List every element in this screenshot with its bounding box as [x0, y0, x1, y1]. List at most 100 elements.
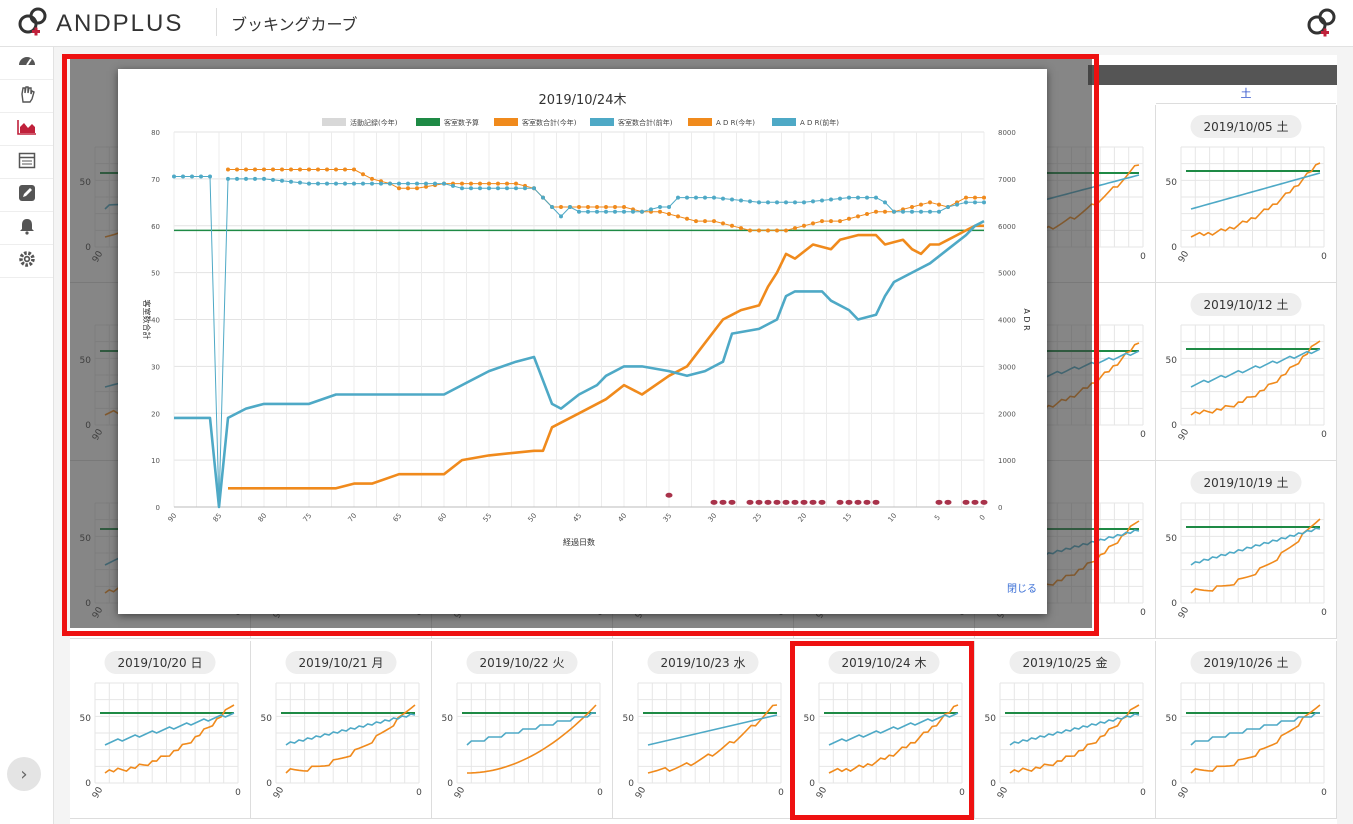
mini-x-tick: 90	[634, 785, 649, 800]
series-marker	[460, 181, 464, 186]
mini-x-tick: 0	[1140, 608, 1146, 618]
cell-date-label: 2019/10/26 土	[1190, 651, 1302, 674]
series-marker	[370, 181, 374, 186]
series-marker	[973, 195, 977, 200]
series-marker	[487, 181, 491, 186]
calendar-cell[interactable]: 2019/10/21 月 50 0 90 0	[251, 641, 432, 819]
mini-y-tick: 50	[623, 714, 635, 724]
x-tick-label: 25	[752, 512, 764, 524]
brand[interactable]: ANDPLUS	[18, 6, 183, 42]
user-menu-logo-icon[interactable]	[1307, 7, 1337, 43]
x-tick-label: 60	[437, 512, 449, 524]
series-marker	[478, 186, 482, 191]
mini-x-tick: 90	[91, 785, 106, 800]
series-marker	[847, 216, 851, 221]
edit-icon	[18, 184, 36, 206]
calendar-cell[interactable]: 2019/10/23 水 50 0 90 0	[613, 641, 794, 819]
sidebar: ›	[0, 47, 54, 824]
mini-this-year-line	[1190, 340, 1321, 416]
series-marker	[334, 181, 338, 186]
series-marker	[685, 195, 689, 200]
series-marker	[793, 200, 797, 205]
series-marker	[505, 186, 509, 191]
series-marker	[820, 219, 824, 224]
mini-x-tick: 90	[815, 785, 830, 800]
legend-swatch	[416, 118, 440, 126]
series-marker	[640, 209, 644, 214]
series-marker	[937, 209, 941, 214]
series-marker	[298, 180, 302, 185]
series-marker	[775, 228, 779, 233]
calendar-cell[interactable]: 2019/10/25 金 50 0 90 0	[975, 641, 1156, 819]
close-button[interactable]: 閉じる	[1007, 584, 1037, 595]
mini-x-tick: 90	[272, 785, 287, 800]
x-tick-label: 5	[933, 513, 942, 522]
activity-marker	[971, 499, 979, 505]
series-marker	[352, 167, 356, 172]
series-3	[174, 219, 985, 509]
series-marker	[829, 197, 833, 202]
series-marker	[208, 174, 212, 179]
mini-last-year-line	[1190, 712, 1320, 746]
gear-icon	[18, 250, 36, 272]
series-marker	[451, 183, 455, 188]
series-marker	[559, 214, 563, 219]
nav-settings[interactable]	[0, 245, 53, 278]
nav-notifications[interactable]	[0, 212, 53, 245]
cell-date-label: 2019/10/05 土	[1190, 115, 1302, 138]
nav-edit[interactable]	[0, 179, 53, 212]
activity-marker	[863, 499, 871, 505]
mini-y-tick: 0	[990, 779, 996, 789]
calendar-cell[interactable]: 2019/10/26 土 50 0 90 0	[1156, 641, 1337, 819]
calendar-cell[interactable]: 2019/10/20 日 50 0 90 0	[70, 641, 251, 819]
calendar-cell[interactable]: 2019/10/24 木 50 0 90 0	[794, 641, 975, 819]
nav-booking-curve[interactable]	[0, 113, 53, 146]
calendar-cell-saturday[interactable]: 2019/10/19 土 50 0 90 0	[1156, 461, 1337, 639]
calendar-cell[interactable]: 2019/10/22 火 50 0 90 0	[432, 641, 613, 819]
series-marker	[874, 195, 878, 200]
mini-y-tick: 0	[85, 779, 91, 789]
cell-date-label: 2019/10/19 土	[1190, 471, 1302, 494]
y-tick-left: 20	[151, 410, 160, 418]
series-marker	[874, 209, 878, 214]
series-marker	[964, 195, 968, 200]
series-marker	[748, 199, 752, 204]
nav-dashboard[interactable]	[0, 47, 53, 80]
series-marker	[883, 200, 887, 205]
series-marker	[262, 167, 266, 172]
series-marker	[712, 219, 716, 224]
series-marker	[613, 205, 617, 209]
nav-calendar[interactable]	[0, 146, 53, 179]
cell-date-label: 2019/10/12 土	[1190, 293, 1302, 316]
activity-marker	[773, 499, 781, 505]
nav-hand[interactable]	[0, 80, 53, 113]
series-marker	[388, 181, 392, 186]
y-tick-left: 40	[151, 317, 160, 325]
mini-last-year-line	[1190, 527, 1321, 566]
activity-marker	[728, 499, 736, 505]
series-marker	[325, 167, 329, 172]
series-marker	[469, 186, 473, 191]
mini-y-tick: 50	[1166, 178, 1178, 188]
calendar-cell-saturday[interactable]: 2019/10/05 土 50 0 90 0	[1156, 105, 1337, 283]
series-marker	[676, 195, 680, 200]
x-tick-label: 35	[662, 512, 674, 524]
series-marker	[667, 205, 671, 209]
series-marker	[379, 181, 383, 186]
sidebar-expand-button[interactable]: ›	[7, 757, 41, 791]
legend-entry: 活動記録(今年)	[350, 118, 398, 127]
series-marker	[271, 167, 275, 172]
mini-x-tick: 0	[1321, 788, 1327, 798]
y-tick-right: 4000	[998, 317, 1016, 325]
mini-x-tick: 0	[1140, 788, 1146, 798]
calendar-cell-saturday[interactable]: 2019/10/12 土 50 0 90 0	[1156, 283, 1337, 461]
series-marker	[280, 167, 284, 172]
series-marker	[190, 174, 194, 179]
series-marker	[838, 219, 842, 224]
series-marker	[757, 228, 761, 233]
x-axis-title: 経過日数	[563, 537, 595, 547]
cell-date-label: 2019/10/20 日	[104, 651, 216, 674]
